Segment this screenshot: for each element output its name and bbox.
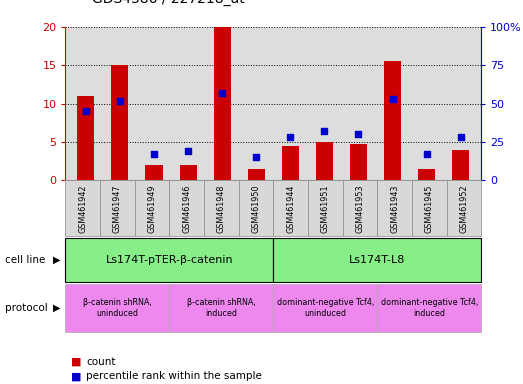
Text: β-catenin shRNA,
uninduced: β-catenin shRNA, uninduced <box>83 298 152 318</box>
Bar <box>316 142 333 180</box>
Point <box>252 154 260 161</box>
Text: β-catenin shRNA,
induced: β-catenin shRNA, induced <box>187 298 256 318</box>
Bar <box>452 150 469 180</box>
Text: ▶: ▶ <box>53 303 60 313</box>
Point <box>320 128 328 134</box>
Point <box>218 90 226 96</box>
Text: GSM461946: GSM461946 <box>182 184 191 232</box>
Text: GSM461948: GSM461948 <box>217 184 226 232</box>
Text: GDS4386 / 227218_at: GDS4386 / 227218_at <box>92 0 244 6</box>
Bar <box>179 165 197 180</box>
Bar <box>213 27 231 180</box>
Text: cell line: cell line <box>5 255 46 265</box>
Text: GSM461947: GSM461947 <box>113 184 122 233</box>
Point <box>354 131 362 137</box>
Text: count: count <box>86 357 116 367</box>
Text: GSM461950: GSM461950 <box>252 184 260 233</box>
Text: GSM461951: GSM461951 <box>321 184 329 233</box>
Text: GSM461949: GSM461949 <box>147 184 156 233</box>
Text: ■: ■ <box>71 357 81 367</box>
Text: ▶: ▶ <box>53 255 60 265</box>
Point <box>82 108 90 114</box>
Bar <box>77 96 94 180</box>
Text: percentile rank within the sample: percentile rank within the sample <box>86 371 262 381</box>
Bar <box>145 165 163 180</box>
Point <box>389 96 397 102</box>
Point <box>457 134 465 141</box>
Text: GSM461942: GSM461942 <box>78 184 87 233</box>
Bar <box>282 146 299 180</box>
Text: GSM461952: GSM461952 <box>459 184 468 233</box>
Text: protocol: protocol <box>5 303 48 313</box>
Text: GSM461944: GSM461944 <box>286 184 295 232</box>
Text: Ls174T-L8: Ls174T-L8 <box>349 255 405 265</box>
Text: ■: ■ <box>71 371 81 381</box>
Bar <box>248 169 265 180</box>
Text: GSM461943: GSM461943 <box>390 184 399 232</box>
Text: GSM461953: GSM461953 <box>356 184 365 233</box>
Point <box>286 134 294 141</box>
Text: GSM461945: GSM461945 <box>425 184 434 233</box>
Point <box>116 98 124 104</box>
Point <box>150 151 158 157</box>
Point <box>423 151 431 157</box>
Text: dominant-negative Tcf4,
induced: dominant-negative Tcf4, induced <box>381 298 478 318</box>
Bar <box>384 61 401 180</box>
Text: Ls174T-pTER-β-catenin: Ls174T-pTER-β-catenin <box>106 255 233 265</box>
Bar <box>418 169 435 180</box>
Text: dominant-negative Tcf4,
uninduced: dominant-negative Tcf4, uninduced <box>277 298 374 318</box>
Bar <box>350 144 367 180</box>
Point <box>184 148 192 154</box>
Bar <box>111 65 129 180</box>
